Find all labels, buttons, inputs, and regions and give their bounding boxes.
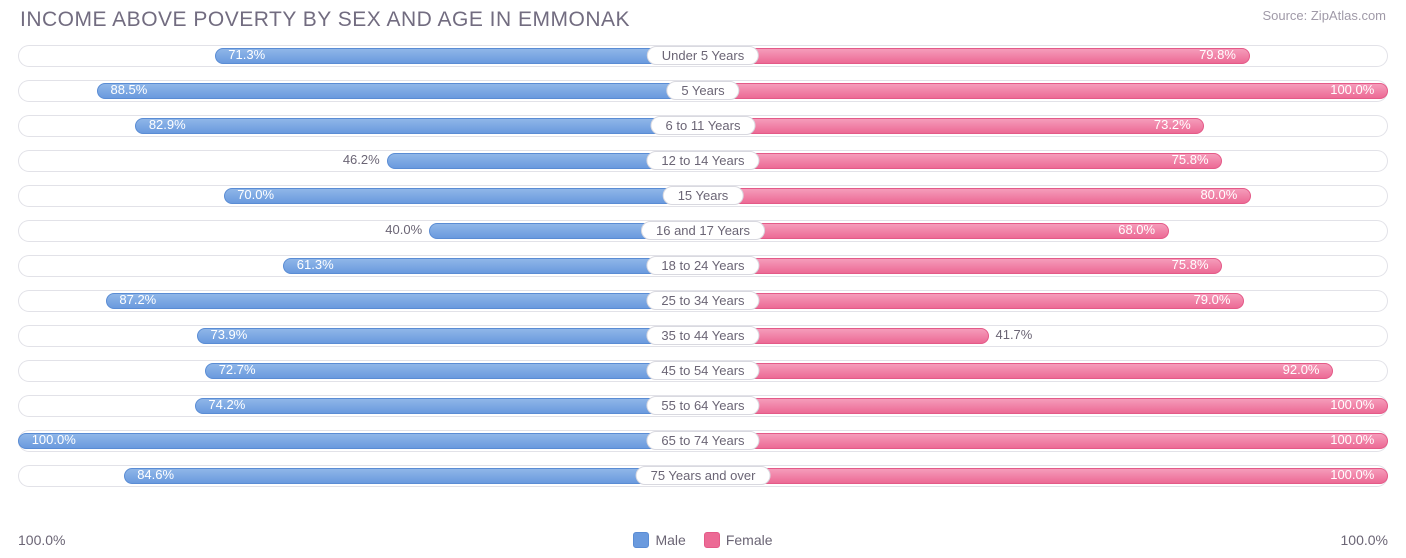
category-label: 6 to 11 Years <box>651 116 756 135</box>
bar-female <box>703 433 1388 449</box>
bar-female <box>703 223 1169 239</box>
bar-female <box>703 258 1222 274</box>
value-male: 100.0% <box>32 432 76 447</box>
value-male: 84.6% <box>137 467 174 482</box>
category-label: 65 to 74 Years <box>646 431 759 450</box>
bar-female <box>703 153 1222 169</box>
value-female: 100.0% <box>1330 82 1374 97</box>
value-female: 75.8% <box>1172 257 1209 272</box>
chart-row: 70.0% 80.0% 15 Years <box>18 182 1388 210</box>
value-male: 61.3% <box>297 257 334 272</box>
legend-male: Male <box>633 532 685 548</box>
value-male: 72.7% <box>219 362 256 377</box>
bar-male <box>205 363 703 379</box>
value-male: 74.2% <box>208 397 245 412</box>
bar-female <box>703 398 1388 414</box>
value-male: 71.3% <box>228 47 265 62</box>
category-label: 55 to 64 Years <box>646 396 759 415</box>
chart-footer: 100.0% Male Female 100.0% <box>18 532 1388 548</box>
value-male: 82.9% <box>149 117 186 132</box>
male-swatch-icon <box>633 532 649 548</box>
chart-source: Source: ZipAtlas.com <box>1262 8 1386 23</box>
bar-female <box>703 83 1388 99</box>
category-label: 35 to 44 Years <box>646 326 759 345</box>
bar-male <box>283 258 703 274</box>
legend-female: Female <box>704 532 773 548</box>
value-male: 40.0% <box>385 222 422 237</box>
chart-row: 73.9% 41.7% 35 to 44 Years <box>18 322 1388 350</box>
chart-row: 82.9% 73.2% 6 to 11 Years <box>18 112 1388 140</box>
category-label: 25 to 34 Years <box>646 291 759 310</box>
category-label: 18 to 24 Years <box>646 256 759 275</box>
value-female: 68.0% <box>1118 222 1155 237</box>
value-female: 80.0% <box>1200 187 1237 202</box>
bar-male <box>215 48 703 64</box>
category-label: 15 Years <box>663 186 744 205</box>
value-female: 100.0% <box>1330 397 1374 412</box>
axis-left-label: 100.0% <box>18 532 65 548</box>
bar-female <box>703 188 1251 204</box>
chart-row: 74.2% 100.0% 55 to 64 Years <box>18 392 1388 420</box>
chart-row: 40.0% 68.0% 16 and 17 Years <box>18 217 1388 245</box>
diverging-bar-chart: 71.3% 79.8% Under 5 Years 88.5% 100.0% 5 Year… <box>0 38 1406 490</box>
category-label: 75 Years and over <box>636 466 771 485</box>
value-female: 92.0% <box>1283 362 1320 377</box>
bar-male <box>97 83 703 99</box>
value-male: 73.9% <box>210 327 247 342</box>
value-male: 88.5% <box>110 82 147 97</box>
chart-row: 72.7% 92.0% 45 to 54 Years <box>18 357 1388 385</box>
bar-female <box>703 363 1333 379</box>
value-female: 79.8% <box>1199 47 1236 62</box>
female-swatch-icon <box>704 532 720 548</box>
chart-row: 71.3% 79.8% Under 5 Years <box>18 42 1388 70</box>
category-label: 45 to 54 Years <box>646 361 759 380</box>
value-female: 100.0% <box>1330 467 1374 482</box>
legend-female-label: Female <box>726 532 773 548</box>
value-female: 100.0% <box>1330 432 1374 447</box>
category-label: Under 5 Years <box>647 46 759 65</box>
legend-male-label: Male <box>655 532 685 548</box>
bar-female <box>703 293 1244 309</box>
bar-male <box>195 398 703 414</box>
bar-female <box>703 48 1250 64</box>
value-female: 75.8% <box>1172 152 1209 167</box>
bar-male <box>224 188 704 204</box>
chart-row: 88.5% 100.0% 5 Years <box>18 77 1388 105</box>
chart-row: 61.3% 75.8% 18 to 24 Years <box>18 252 1388 280</box>
category-label: 5 Years <box>666 81 739 100</box>
chart-title: INCOME ABOVE POVERTY BY SEX AND AGE IN E… <box>20 8 630 32</box>
axis-right-label: 100.0% <box>1341 532 1388 548</box>
chart-row: 84.6% 100.0% 75 Years and over <box>18 462 1388 490</box>
value-female: 41.7% <box>995 327 1032 342</box>
value-male: 87.2% <box>119 292 156 307</box>
chart-row: 87.2% 79.0% 25 to 34 Years <box>18 287 1388 315</box>
bar-female <box>703 468 1388 484</box>
bar-male <box>135 118 703 134</box>
bar-male <box>197 328 703 344</box>
legend: Male Female <box>633 532 772 548</box>
value-male: 46.2% <box>343 152 380 167</box>
chart-header: INCOME ABOVE POVERTY BY SEX AND AGE IN E… <box>0 0 1406 38</box>
chart-row: 46.2% 75.8% 12 to 14 Years <box>18 147 1388 175</box>
value-male: 70.0% <box>237 187 274 202</box>
value-female: 73.2% <box>1154 117 1191 132</box>
chart-row: 100.0% 100.0% 65 to 74 Years <box>18 427 1388 455</box>
category-label: 12 to 14 Years <box>646 151 759 170</box>
bar-male <box>18 433 703 449</box>
category-label: 16 and 17 Years <box>641 221 765 240</box>
bar-male <box>124 468 704 484</box>
bar-male <box>106 293 703 309</box>
bar-female <box>703 118 1204 134</box>
value-female: 79.0% <box>1194 292 1231 307</box>
